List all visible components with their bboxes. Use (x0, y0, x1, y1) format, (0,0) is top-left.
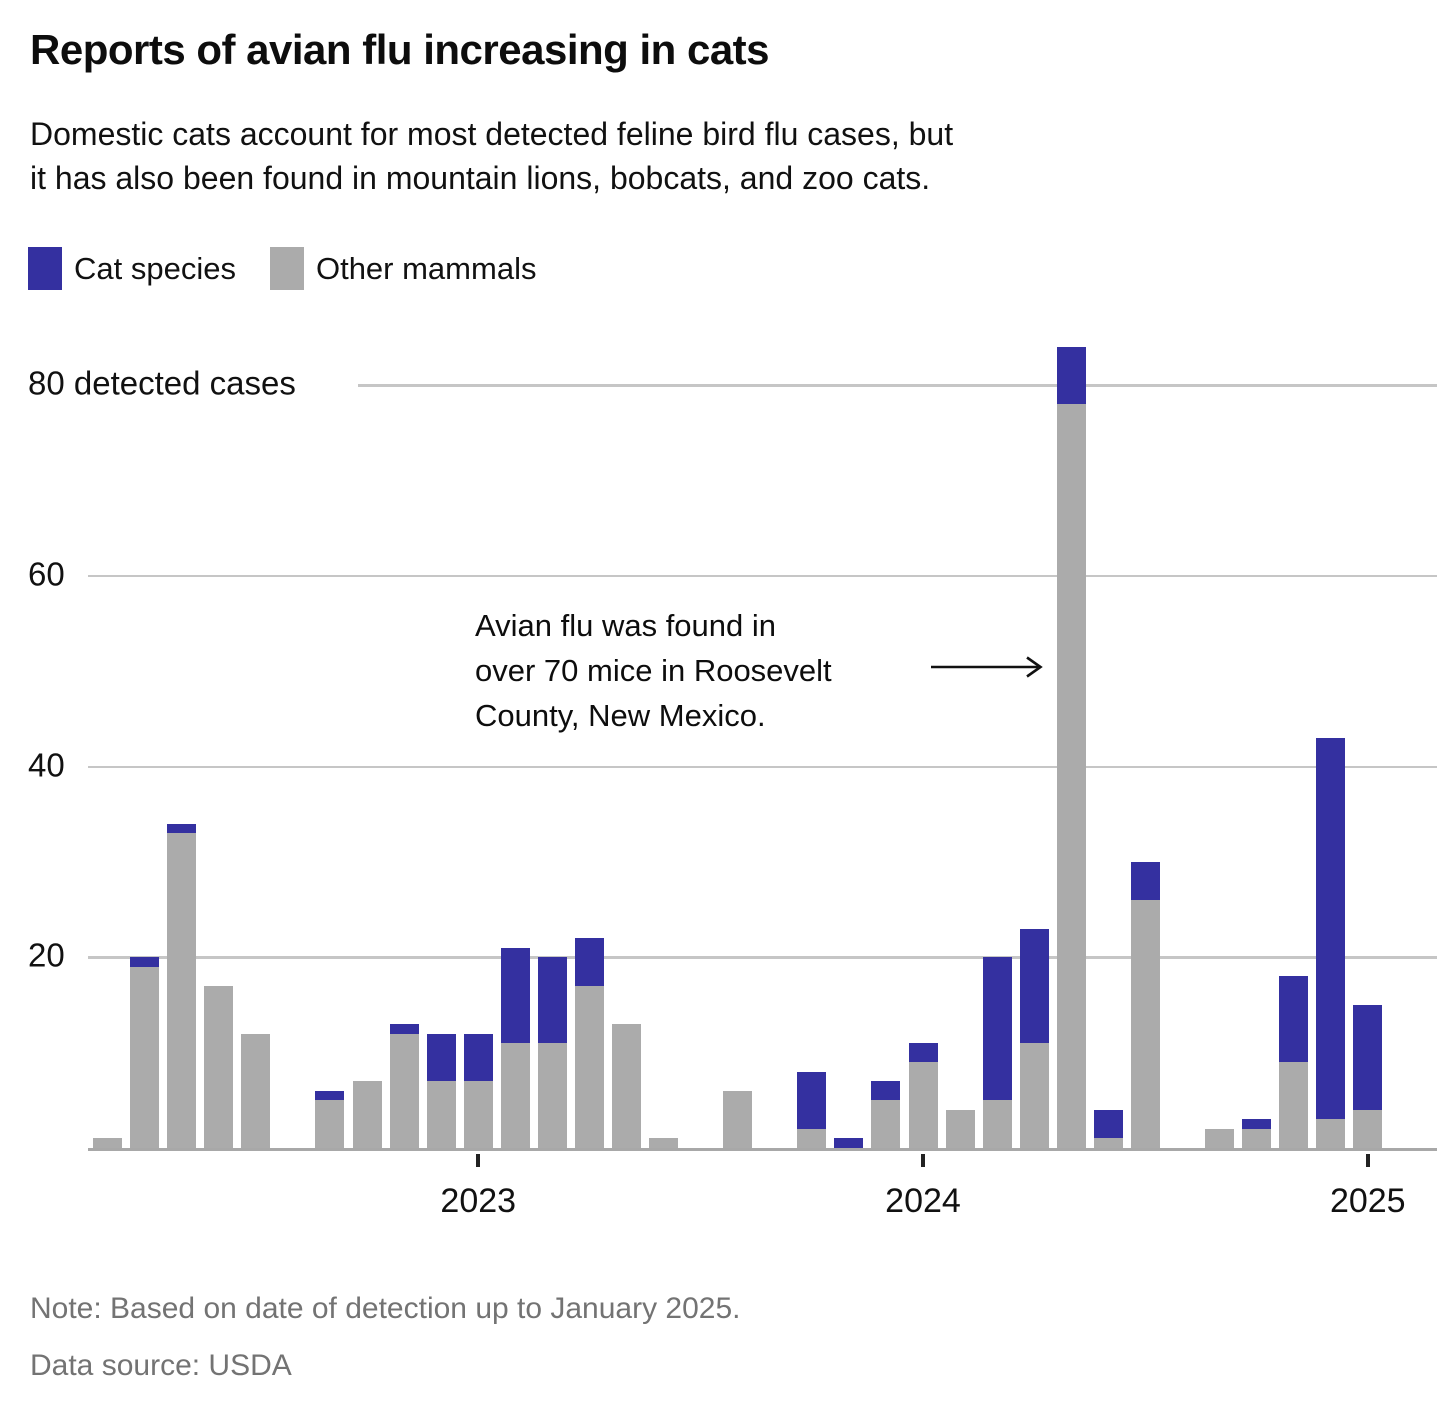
x-axis-line (88, 1148, 1437, 1151)
bar-segment-cat-species (1242, 1119, 1272, 1129)
bar-segment-cat-species (1316, 737, 1346, 1120)
bar-segment-cat-species (426, 1033, 456, 1082)
chart-subtitle: Domestic cats account for most detected … (30, 116, 954, 196)
legend: Cat species Other mammals (28, 247, 570, 290)
bar-segment-other-mammals (500, 1043, 530, 1148)
bar-segment-other-mammals (1056, 404, 1086, 1148)
data-source: Data source: USDA (30, 1349, 292, 1382)
bar-segment-other-mammals (945, 1109, 975, 1148)
bar-segment-cat-species (1353, 1004, 1383, 1110)
bar-segment-other-mammals (1242, 1128, 1272, 1148)
bar-segment-cat-species (500, 947, 530, 1044)
x-tick-label: 2023 (440, 1182, 517, 1220)
bar-segment-other-mammals (574, 985, 604, 1148)
bar-segment-other-mammals (1353, 1109, 1383, 1148)
bar-segment-cat-species (389, 1024, 419, 1034)
bar-segment-other-mammals (797, 1128, 827, 1148)
bar-segment-other-mammals (130, 966, 160, 1148)
bar-segment-other-mammals (426, 1081, 456, 1148)
bar-segment-cat-species (1130, 861, 1160, 901)
y-tick-label: 20 (28, 936, 65, 974)
chart-title: Reports of avian flu increasing in cats (30, 26, 770, 73)
x-tick-mark (1366, 1154, 1370, 1167)
bar-segment-other-mammals (611, 1024, 641, 1148)
x-tick-label: 2025 (1329, 1182, 1406, 1220)
y-tick-label: 40 (28, 745, 65, 783)
bar-segment-other-mammals (982, 1100, 1012, 1148)
bar-segment-other-mammals (1019, 1043, 1049, 1148)
bar-segment-other-mammals (352, 1081, 382, 1148)
bar-segment-other-mammals (723, 1090, 753, 1148)
bar-segment-other-mammals (537, 1043, 567, 1148)
bar-segment-other-mammals (1205, 1128, 1235, 1148)
bar-segment-cat-species (315, 1090, 345, 1101)
legend-item-cat-species: Cat species (28, 247, 236, 290)
gridline (88, 574, 1437, 578)
x-tick-mark (921, 1154, 925, 1167)
legend-label: Cat species (74, 250, 236, 286)
bar-segment-cat-species (130, 957, 160, 967)
bar-segment-other-mammals (167, 833, 197, 1148)
bar-segment-other-mammals (1130, 900, 1160, 1148)
bar-segment-other-mammals (204, 985, 234, 1148)
bar-segment-other-mammals (241, 1033, 271, 1148)
bar-segment-cat-species (1279, 976, 1309, 1063)
gridline (88, 765, 1437, 768)
bar-segment-cat-species (871, 1081, 901, 1101)
legend-item-other-mammals: Other mammals (269, 247, 537, 290)
y-tick-label: 60 (28, 555, 65, 593)
bar-segment-cat-species (834, 1138, 864, 1148)
bar-segment-other-mammals (871, 1100, 901, 1148)
legend-label: Other mammals (315, 250, 537, 286)
bar-segment-other-mammals (908, 1062, 938, 1148)
bar-segment-cat-species (1093, 1109, 1123, 1139)
x-tick-label: 2024 (885, 1182, 961, 1220)
bar-segment-cat-species (537, 957, 567, 1044)
legend-swatch-cat-species (28, 247, 62, 290)
bar-segment-cat-species (908, 1043, 938, 1063)
footnote: Note: Based on date of detection up to J… (30, 1292, 741, 1325)
bar-segment-other-mammals (1316, 1119, 1346, 1148)
bar-segment-other-mammals (93, 1138, 123, 1148)
bar-segment-cat-species (1019, 928, 1049, 1044)
bar-segment-cat-species (574, 938, 604, 986)
gridline (88, 956, 1437, 959)
bar-segment-cat-species (797, 1071, 827, 1129)
bar-segment-other-mammals (1279, 1062, 1309, 1148)
bar-segment-cat-species (463, 1033, 493, 1082)
legend-swatch-other-mammals (269, 247, 304, 290)
bar-segment-other-mammals (389, 1033, 419, 1148)
bar-segment-cat-species (167, 823, 197, 834)
bar-segment-cat-species (1056, 346, 1086, 405)
gridline (358, 384, 1437, 387)
bar-segment-other-mammals (1093, 1138, 1123, 1148)
bar-segment-cat-species (982, 957, 1012, 1101)
annotation-text: Avian flu was found in over 70 mice in R… (475, 608, 832, 733)
bar-segment-other-mammals (463, 1081, 493, 1148)
bar-segment-other-mammals (315, 1100, 345, 1148)
annotation-arrow-icon (931, 656, 1043, 678)
x-tick-mark (476, 1154, 480, 1167)
bar-segment-other-mammals (649, 1138, 679, 1148)
y-tick-label: 80 detected cases (28, 364, 296, 402)
